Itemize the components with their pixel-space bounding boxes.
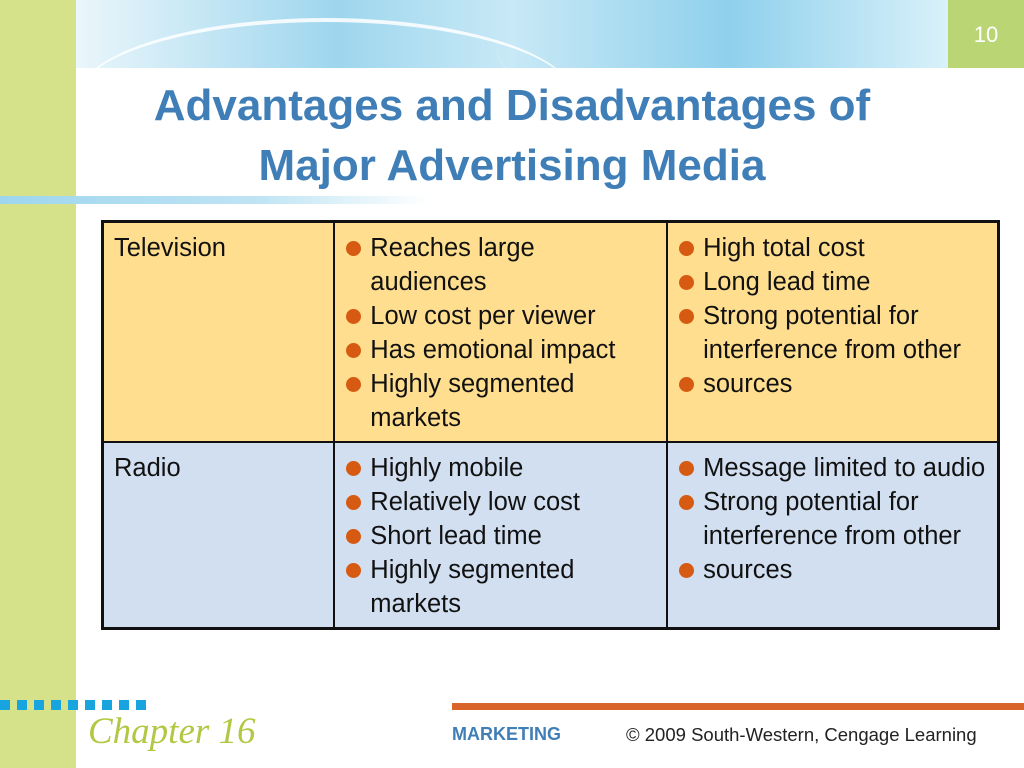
list-item: Message limited to audio <box>678 451 987 485</box>
bullet-icon <box>346 461 362 476</box>
list-item: Long lead time <box>678 265 987 299</box>
list-item-text: sources <box>703 370 793 398</box>
copyright-text: © 2009 South-Western, Cengage Learning <box>626 724 977 745</box>
list-item-text: Relatively low cost <box>370 488 581 516</box>
list-item-text: Strong potential for interference from o… <box>703 488 962 550</box>
bullet-icon <box>346 309 362 324</box>
advantages-cell: Reaches large audiences Low cost per vie… <box>333 220 669 443</box>
list-item-text: Long lead time <box>703 268 871 296</box>
list-item: High total cost <box>678 231 987 265</box>
medium-cell: Radio <box>101 441 336 630</box>
list-item-text: Highly segmented markets <box>370 370 575 432</box>
list-item-text: Highly segmented markets <box>370 556 575 618</box>
advantages-cell: Highly mobile Relatively low cost Short … <box>333 441 669 630</box>
advantages-list: Highly mobile Relatively low cost Short … <box>345 451 656 621</box>
slide-number-box <box>948 0 1024 68</box>
table-row-radio: Radio Highly mobile Relatively low cost … <box>101 441 1000 630</box>
left-decorative-band <box>0 0 76 768</box>
list-item: Reaches large audiences <box>345 231 656 299</box>
footer-dashes <box>0 700 150 710</box>
disadvantages-list: Message limited to audio Strong potentia… <box>678 451 987 587</box>
list-item: Strong potential for interference from o… <box>678 485 987 553</box>
list-item-text: Has emotional impact <box>370 336 616 364</box>
bullet-icon <box>346 377 362 392</box>
banner-swirl <box>496 0 948 68</box>
list-item: Relatively low cost <box>345 485 656 519</box>
list-item: Short lead time <box>345 519 656 553</box>
list-item-text: Message limited to audio <box>703 454 986 482</box>
list-item: sources <box>678 553 987 587</box>
list-item-text: Low cost per viewer <box>370 302 596 330</box>
list-item: Highly segmented markets <box>345 553 656 621</box>
list-item-text: Highly mobile <box>370 454 524 482</box>
list-item-text: Reaches large audiences <box>370 234 535 296</box>
bullet-icon <box>679 241 695 256</box>
bullet-icon <box>679 377 695 392</box>
advantages-list: Reaches large audiences Low cost per vie… <box>345 231 656 435</box>
top-banner <box>76 0 948 68</box>
bullet-icon <box>346 563 362 578</box>
media-comparison-table: Television Reaches large audiences Low c… <box>101 220 1000 630</box>
list-item: Has emotional impact <box>345 333 656 367</box>
slide-number: 10 <box>973 22 999 47</box>
bullet-icon <box>346 529 362 544</box>
medium-cell: Television <box>101 220 336 443</box>
title-line: Major Advertising Media <box>258 141 766 190</box>
list-item: Highly mobile <box>345 451 656 485</box>
title-underline <box>0 196 430 204</box>
footer-rule <box>452 703 1024 710</box>
bullet-icon <box>679 309 695 324</box>
list-item-text: High total cost <box>703 234 865 262</box>
slide-title: Advantages and Disadvantages of Major Ad… <box>76 76 948 196</box>
list-item: Highly segmented markets <box>345 367 656 435</box>
list-item: Strong potential for interference from o… <box>678 299 987 367</box>
list-item-text: Strong potential for interference from o… <box>703 302 962 364</box>
bullet-icon <box>679 563 695 578</box>
bullet-icon <box>679 495 695 510</box>
disadvantages-cell: High total cost Long lead time Strong po… <box>666 220 1000 443</box>
title-line: Advantages and Disadvantages of <box>153 81 871 130</box>
bullet-icon <box>679 275 695 290</box>
bullet-icon <box>346 241 362 256</box>
bullet-icon <box>346 343 362 358</box>
list-item: sources <box>678 367 987 401</box>
table-row-television: Television Reaches large audiences Low c… <box>101 220 1000 443</box>
list-item-text: Short lead time <box>370 522 542 550</box>
disadvantages-cell: Message limited to audio Strong potentia… <box>666 441 1000 630</box>
bullet-icon <box>679 461 695 476</box>
chapter-label: Chapter 16 <box>88 711 256 752</box>
list-item: Low cost per viewer <box>345 299 656 333</box>
brand-label: MARKETING <box>452 724 561 744</box>
disadvantages-list: High total cost Long lead time Strong po… <box>678 231 987 401</box>
list-item-text: sources <box>703 556 793 584</box>
banner-swirl <box>76 18 576 68</box>
bullet-icon <box>346 495 362 510</box>
